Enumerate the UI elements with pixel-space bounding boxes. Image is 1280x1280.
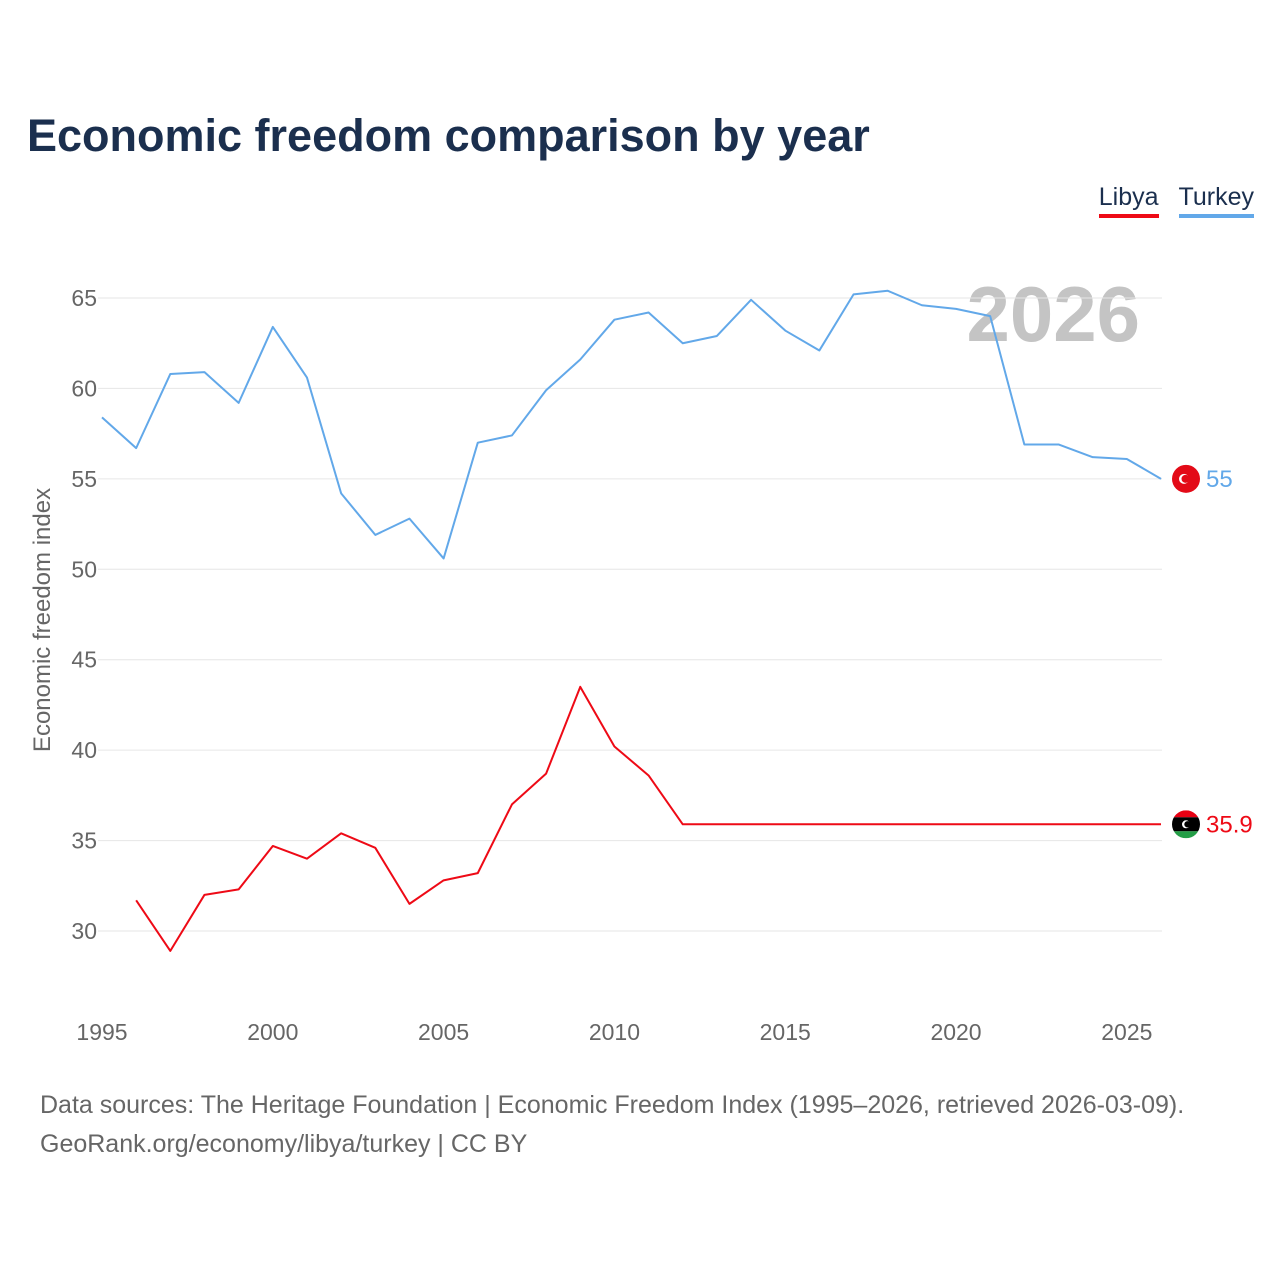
y-tick-label: 55 [71, 466, 97, 492]
x-tick-label: 2005 [418, 1019, 469, 1045]
footer: Data sources: The Heritage Foundation | … [40, 1086, 1184, 1164]
chart-title: Economic freedom comparison by year [27, 110, 870, 161]
y-tick-label: 50 [71, 556, 97, 582]
libya-flag-green [1172, 831, 1200, 839]
x-tick-label: 2025 [1101, 1019, 1152, 1045]
legend: Libya Turkey [1098, 183, 1254, 218]
x-tick-label: 2020 [930, 1019, 981, 1045]
y-tick-label: 35 [71, 828, 97, 854]
source-line: Data sources: The Heritage Foundation | … [40, 1091, 1185, 1119]
libya-flag-crescent-inner [1184, 821, 1191, 828]
attribution-line: GeoRank.org/economy/libya/turkey | CC BY [40, 1130, 528, 1158]
y-tick-label: 60 [71, 375, 97, 401]
series-line-turkey [101, 289, 1162, 560]
y-tick-label: 40 [71, 737, 97, 763]
year-watermark: 2026 [966, 270, 1140, 358]
x-tick-label: 2015 [760, 1019, 811, 1045]
y-tick-label: 45 [71, 647, 97, 673]
legend-turkey[interactable]: Turkey [1178, 183, 1254, 218]
end-value-label-libya: 35.9 [1206, 811, 1253, 838]
x-tick-label: 2000 [247, 1019, 298, 1045]
y-axis-label: Economic freedom index [29, 488, 56, 752]
y-tick-label: 65 [71, 285, 97, 311]
turkey-flag-crescent-inner [1181, 474, 1190, 483]
libya-flag-red [1172, 810, 1200, 818]
y-tick-label: 30 [71, 918, 97, 944]
x-tick-label: 2010 [589, 1019, 640, 1045]
libya-flag-icon [1172, 810, 1200, 839]
series-line-libya [135, 685, 1161, 952]
end-value-label-turkey: 55 [1206, 466, 1233, 493]
x-tick-label: 1995 [76, 1019, 127, 1045]
legend-libya[interactable]: Libya [1098, 183, 1159, 218]
